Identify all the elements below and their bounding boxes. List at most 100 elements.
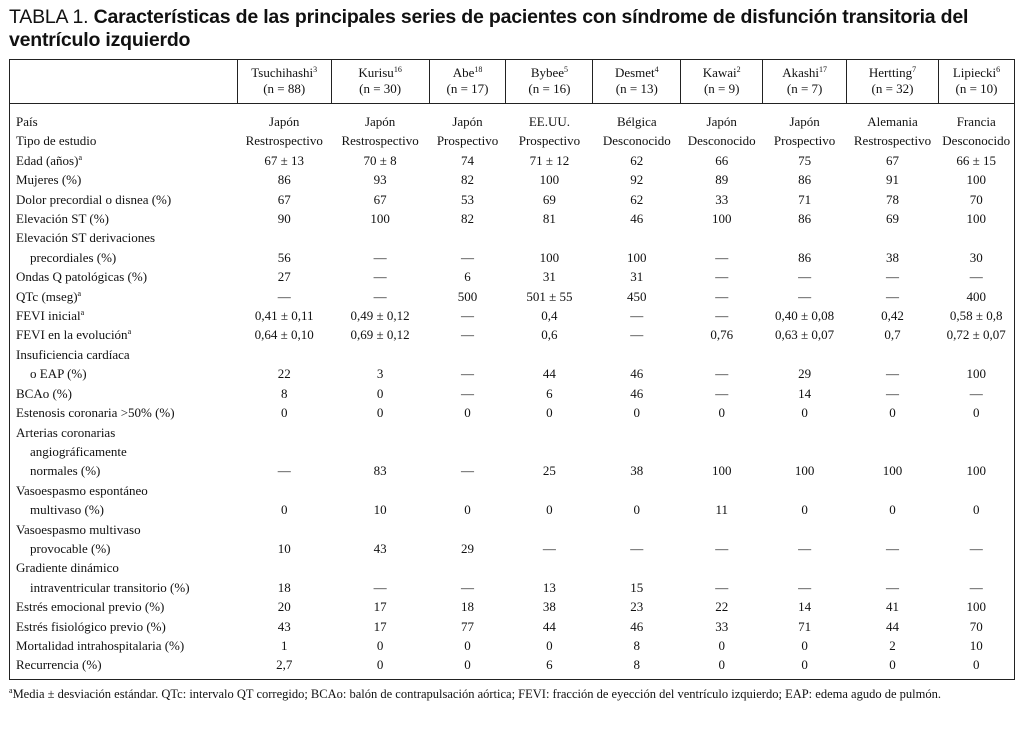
table-cell: 29 xyxy=(798,366,812,382)
table-cell: 66 xyxy=(715,152,729,168)
table-cell: 0 xyxy=(546,502,553,518)
column-n: (n = 7) xyxy=(786,81,823,96)
table-cell: 71 ± 12 xyxy=(529,152,570,168)
table-cell: 2,7 xyxy=(276,657,293,673)
table-cell: — xyxy=(886,366,899,382)
table-cell: Restrospectivo xyxy=(245,133,323,149)
table-cell: 0 xyxy=(464,657,471,673)
table-row: Insuficiencia cardíaca o EAP (%) 22 3 — 44 46 —… xyxy=(10,345,1015,384)
table-row: Recurrencia (%) 2,7 0 0 6 8 0 0 0 0 xyxy=(10,655,1015,679)
table-cell: — xyxy=(715,366,729,382)
table-cell: — xyxy=(277,288,291,304)
row-label-line: Estrés fisiológico previo (%) xyxy=(16,618,166,634)
table-cell: Desconocido xyxy=(942,133,1011,149)
table-row: Tipo de estudio Restrospectivo Restrospect… xyxy=(10,131,1015,150)
row-label-line: QTc (mseg) xyxy=(16,288,78,304)
row-label: Ondas Q patológicas (%) xyxy=(10,267,238,286)
table-cell: — xyxy=(461,249,475,265)
row-label: Estrés fisiológico previo (%) xyxy=(10,617,238,636)
table-cell: 30 xyxy=(969,249,983,265)
table-cell: 0 xyxy=(376,637,384,653)
table-cell: 0 xyxy=(464,502,471,518)
column-author: Akashi xyxy=(782,65,820,80)
table-row: FEVI iniciala 0,41 ± 0,11 0,49 ± 0,12 — 0,4 —… xyxy=(10,306,1015,325)
table-cell: Japón xyxy=(364,114,396,129)
table-cell: 0 xyxy=(546,405,553,421)
patient-series-table: Tsuchihashi3 (n = 88) Kurisu16 (n = 30) Abe1… xyxy=(9,59,1015,680)
row-label: Vasoespasmo multivaso provocable (%) xyxy=(10,520,238,559)
table-cell: 22 xyxy=(715,599,729,615)
table-cell: 0 xyxy=(376,385,384,401)
column-n: (n = 9) xyxy=(703,81,740,96)
table-row: Estrés emocional previo (%) 20 17 18 38 23 22 1… xyxy=(10,597,1015,616)
row-label: QTc (mseg)a xyxy=(10,287,238,306)
column-ref: 18 xyxy=(474,65,483,74)
table-cell: 38 xyxy=(630,463,644,479)
column-author: Bybee xyxy=(530,65,565,80)
table-cell: 450 xyxy=(627,288,647,304)
table-cell: 6 xyxy=(546,385,553,401)
table-cell: 100 xyxy=(627,249,647,265)
table-cell: 29 xyxy=(461,540,475,556)
table-cell: — xyxy=(886,288,899,304)
column-n: (n = 10) xyxy=(955,81,998,96)
table-cell: — xyxy=(373,288,387,304)
row-label-line: FEVI inicial xyxy=(16,308,81,324)
table-cell: — xyxy=(969,269,983,285)
table-row: Ondas Q patológicas (%) 27 — 6 31 31 — — — — xyxy=(10,267,1015,286)
row-label: Estenosis coronaria >50% (%) xyxy=(10,403,238,422)
row-label-note: a xyxy=(127,327,132,337)
table-cell: 0,76 xyxy=(710,327,734,343)
table-cell: — xyxy=(461,327,475,343)
column-header: Desmet4 (n = 13) xyxy=(592,59,681,104)
table-title: TABLA 1. Características de las principa… xyxy=(9,6,1019,52)
table-cell: — xyxy=(461,366,475,382)
table-cell: 100 xyxy=(966,211,986,227)
table-cell: 15 xyxy=(630,579,644,595)
column-n: (n = 16) xyxy=(528,81,571,96)
table-cell: 0 xyxy=(889,405,896,421)
column-ref: 7 xyxy=(912,65,917,74)
table-cell: Restrospectivo xyxy=(853,133,932,149)
table-cell: 0 xyxy=(280,502,288,518)
row-label: Estrés emocional previo (%) xyxy=(10,597,238,616)
table-cell: Francia xyxy=(956,114,996,129)
table-cell: 10 xyxy=(373,502,387,518)
table-cell: 18 xyxy=(277,579,291,595)
row-label: BCAo (%) xyxy=(10,384,238,403)
row-label-line: provocable (%) xyxy=(30,540,111,556)
row-label-line: Vasoespasmo multivaso xyxy=(16,521,141,537)
table-row: País Japón Japón Japón EE.UU. Bélgica Japón Jap… xyxy=(10,104,1015,132)
table-row: Vasoespasmo multivaso provocable (%) 10 43 2… xyxy=(10,520,1015,559)
table-cell: 81 xyxy=(542,211,556,227)
table-cell: 100 xyxy=(966,463,986,479)
column-header: Akashi17 (n = 7) xyxy=(762,59,847,104)
column-n: (n = 30) xyxy=(359,81,402,96)
table-row: Vasoespasmo espontáneo multivaso (%) 0 10 0 0… xyxy=(10,481,1015,520)
row-label-line: Mujeres (%) xyxy=(16,172,82,188)
table-cell: — xyxy=(715,269,729,285)
table-cell: 0 xyxy=(280,405,288,421)
table-cell: — xyxy=(798,579,812,595)
table-cell: 0 xyxy=(889,502,896,518)
row-label-line: Insuficiencia cardíaca xyxy=(16,346,130,362)
table-cell: — xyxy=(886,269,899,285)
row-label-line: Vasoespasmo espontáneo xyxy=(16,482,148,498)
table-cell: — xyxy=(461,308,475,324)
table-cell: 0,64 ± 0,10 xyxy=(254,327,314,343)
table-cell: — xyxy=(373,269,387,285)
row-label: Dolor precordial o disnea (%) xyxy=(10,190,238,209)
row-label: Mujeres (%) xyxy=(10,170,238,189)
row-label: Arterias coronarias angiográficamente norm… xyxy=(10,423,238,481)
column-author: Abe xyxy=(452,65,475,80)
table-cell: 56 xyxy=(277,249,291,265)
table-cell: 0 xyxy=(633,405,641,421)
table-cell: 10 xyxy=(277,540,291,556)
table-cell: 86 xyxy=(277,172,291,188)
row-label-line: Gradiente dinámico xyxy=(16,560,119,576)
table-cell: 0,7 xyxy=(884,327,901,343)
table-cell: 100 xyxy=(370,211,390,227)
column-ref: 4 xyxy=(654,65,659,74)
table-cell: 53 xyxy=(461,191,475,207)
row-label-line: Dolor precordial o disnea (%) xyxy=(16,191,172,207)
